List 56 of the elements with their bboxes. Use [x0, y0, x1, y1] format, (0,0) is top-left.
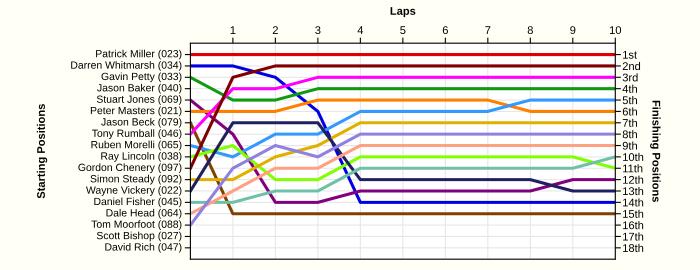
text: Wayne Vickery (022): [86, 186, 182, 196]
x-tick-label: 4: [358, 26, 364, 34]
y-tick-label: 1st: [623, 50, 637, 59]
text: Tom Moorfoot (088): [91, 220, 182, 230]
x-tick-label: 8: [528, 26, 533, 34]
y-tick-label: 7th: [622, 118, 637, 127]
y-tick-label: 14th: [623, 198, 644, 206]
y-tick-label: 11th: [623, 164, 642, 172]
text: Daniel Fisher (045): [94, 198, 182, 208]
text: Jason Beck (079): [101, 118, 182, 128]
text: Tony Rumball (046): [92, 129, 182, 140]
y-axis-title: Finishing Positions: [650, 100, 661, 202]
x-tick-label: 1: [230, 26, 236, 34]
y-tick-label: 2nd: [622, 62, 640, 70]
x-axis-title: Laps: [390, 7, 416, 18]
text: Dale Head (064): [106, 208, 182, 219]
line-series: [190, 98, 616, 204]
line-series: [190, 155, 616, 204]
y-tick-label: 17th: [623, 232, 644, 241]
y-tick-label: 13th: [623, 186, 644, 196]
x-tick-label: 5: [400, 26, 406, 34]
text: Patrick Miller (023): [96, 50, 182, 60]
text: Gordon Chenery (097): [78, 163, 182, 174]
y-tick-label: 15th: [623, 210, 644, 218]
text: Simon Steady (092): [90, 174, 182, 184]
y-tick-label: 3rd: [622, 73, 638, 82]
x-tick-label: 9: [570, 26, 576, 34]
y-tick-label: 4th: [622, 84, 637, 93]
y-tick-label: 12th: [623, 176, 644, 184]
text: Jason Baker (040): [97, 84, 182, 94]
y-tick-label: 16th: [623, 221, 644, 230]
line-series: [190, 121, 616, 182]
y-tick-label: 9th: [622, 141, 637, 150]
y-tick-label: 6th: [622, 107, 637, 116]
text: Peter Masters (021): [90, 106, 182, 116]
text: Ruben Morelli (065): [91, 140, 182, 150]
line-series: [190, 132, 616, 227]
y-tick-label: 10th: [623, 152, 644, 162]
line-series: [190, 144, 616, 216]
y-tick-label: 18th: [623, 244, 644, 252]
line-series: [190, 144, 616, 182]
text: Gavin Petty (033): [102, 72, 182, 82]
y-tick-label: 8th: [622, 130, 637, 138]
text: Starting Positions: [36, 104, 48, 198]
text: Ray Lincoln (038): [101, 152, 182, 162]
x-tick-label: 7: [485, 26, 490, 34]
x-tick-label: 6: [442, 26, 448, 34]
x-tick-label: 2: [272, 26, 278, 34]
text: Darren Whitmarsh (034): [71, 61, 182, 71]
text: Scott Bishop (027): [96, 232, 182, 242]
x-tick-label: 10: [610, 26, 622, 34]
y-tick-label: 5th: [622, 96, 637, 104]
text: Stuart Jones (069): [96, 95, 182, 105]
x-tick-label: 3: [315, 26, 320, 34]
text: David Rich (047): [105, 242, 182, 253]
line-series: [190, 98, 616, 158]
